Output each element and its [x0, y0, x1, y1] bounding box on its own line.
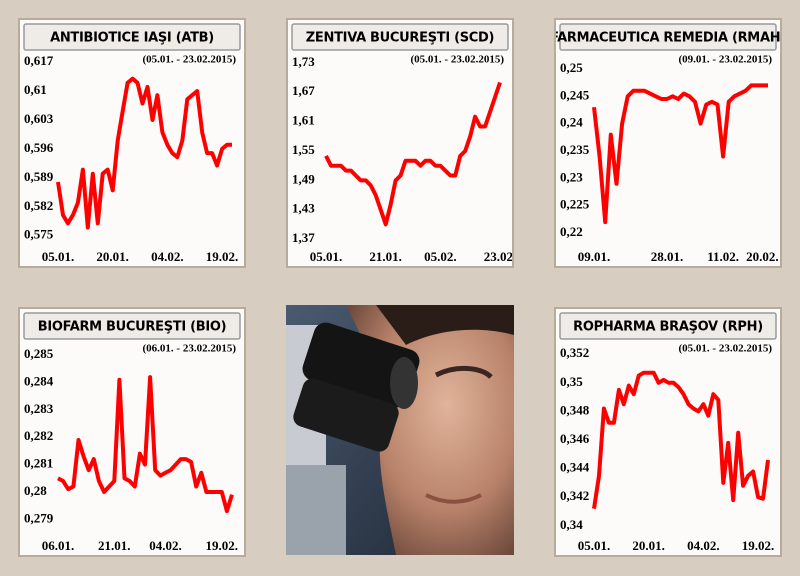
- y-tick-label: 1,37: [292, 230, 315, 245]
- chart: BIOFARM BUCUREŞTI (BIO) (06.01. - 23.02.2…: [23, 312, 241, 553]
- title-box: [291, 23, 509, 51]
- y-tick-label: 0,281: [24, 456, 53, 471]
- y-tick-label: 1,43: [292, 201, 315, 216]
- chart: ANTIBIOTICE IAŞI (ATB) (05.01. - 23.02.20…: [23, 23, 241, 264]
- chart: ROPHARMA BRAŞOV (RPH) (05.01. - 23.02.201…: [559, 312, 777, 553]
- y-tick-label: 0,603: [24, 111, 54, 126]
- y-tick-label: 0,283: [24, 401, 54, 416]
- x-tick-label: 05.01.: [310, 249, 343, 264]
- x-tick-label: 05.01.: [578, 538, 611, 553]
- chart-title: ROPHARMA BRAŞOV (RPH): [573, 320, 763, 335]
- y-tick-label: 0,582: [24, 198, 53, 213]
- eyebrow: [434, 366, 493, 379]
- x-tick-label: 23.02.: [484, 249, 512, 264]
- y-tick-label: 1,67: [292, 83, 315, 98]
- chart-subtitle: (06.01. - 23.02.2015): [143, 343, 237, 355]
- lens: [390, 357, 418, 409]
- chart-title: ANTIBIOTICE IAŞI (ATB): [50, 31, 214, 46]
- y-tick-label: 0,348: [560, 402, 590, 417]
- y-tick-label: 0,22: [560, 224, 583, 239]
- y-tick-label: 1,61: [292, 113, 315, 128]
- price-line: [57, 375, 234, 514]
- x-tick-label: 04.02.: [149, 538, 182, 553]
- title-box: [559, 312, 777, 340]
- chart-title: FARMACEUTICA REMEDIA (RMAH): [556, 31, 780, 46]
- x-tick-label: 19.02.: [742, 538, 775, 553]
- mouth: [425, 493, 482, 504]
- x-tick-label: 11.02.: [707, 249, 739, 264]
- chart-panel: ZENTIVA BUCUREŞTI (SCD) (05.01. - 23.02.2…: [286, 18, 514, 268]
- y-tick-label: 0,344: [560, 460, 590, 475]
- chart-title: BIOFARM BUCUREŞTI (BIO): [38, 320, 227, 335]
- photo: [286, 305, 514, 555]
- x-tick-label: 28.01.: [651, 249, 684, 264]
- x-tick-label: 19.02.: [206, 249, 239, 264]
- y-tick-label: 0,34: [560, 517, 583, 532]
- price-line: [56, 76, 232, 230]
- title-box: [23, 312, 241, 340]
- y-tick-label: 1,73: [292, 54, 315, 69]
- chart: FARMACEUTICA REMEDIA (RMAH) (09.01. - 23.…: [556, 23, 780, 264]
- chart-panel: ROPHARMA BRAŞOV (RPH) (05.01. - 23.02.201…: [554, 307, 782, 557]
- price-line: [592, 83, 768, 225]
- y-tick-label: 0,279: [24, 510, 54, 525]
- x-tick-label: 05.02.: [424, 249, 457, 264]
- y-tick-label: 0,24: [560, 115, 583, 130]
- title-box: [559, 23, 777, 51]
- y-tick-label: 0,28: [24, 483, 47, 498]
- price-line: [592, 370, 770, 510]
- price-line: [324, 81, 502, 227]
- x-tick-label: 06.01.: [42, 538, 75, 553]
- y-tick-label: 0,235: [560, 142, 590, 157]
- title-box: [23, 23, 241, 51]
- y-tick-label: 0,285: [24, 346, 54, 361]
- chart-panel: ANTIBIOTICE IAŞI (ATB) (05.01. - 23.02.20…: [18, 18, 246, 268]
- y-tick-label: 0,352: [560, 345, 589, 360]
- microscope-base: [286, 465, 346, 555]
- x-tick-label: 21.01.: [369, 249, 402, 264]
- chart: ZENTIVA BUCUREŞTI (SCD) (05.01. - 23.02.2…: [291, 23, 512, 264]
- y-tick-label: 0,35: [560, 374, 583, 389]
- chart-subtitle: (05.01. - 23.02.2015): [143, 54, 237, 66]
- x-tick-label: 20.01.: [96, 249, 129, 264]
- chart-subtitle: (09.01. - 23.02.2015): [679, 54, 773, 66]
- chart-subtitle: (05.01. - 23.02.2015): [679, 343, 773, 355]
- y-tick-label: 0,245: [560, 87, 590, 102]
- y-tick-label: 0,342: [560, 488, 589, 503]
- y-tick-label: 0,346: [560, 431, 590, 446]
- chart-subtitle: (05.01. - 23.02.2015): [411, 54, 505, 66]
- eyepiece: [293, 378, 399, 452]
- chart-panel: FARMACEUTICA REMEDIA (RMAH) (09.01. - 23.…: [554, 18, 782, 268]
- x-tick-label: 20.02.: [746, 249, 779, 264]
- hair: [376, 305, 514, 345]
- y-tick-label: 0,23: [560, 169, 583, 184]
- y-tick-label: 0,225: [560, 197, 590, 212]
- x-tick-label: 04.02.: [151, 249, 184, 264]
- y-tick-label: 0,575: [24, 227, 54, 242]
- chart-title: ZENTIVA BUCUREŞTI (SCD): [306, 31, 494, 46]
- x-tick-label: 05.01.: [42, 249, 75, 264]
- x-tick-label: 09.01.: [578, 249, 611, 264]
- y-tick-label: 0,284: [24, 374, 54, 389]
- y-tick-label: 0,61: [24, 82, 47, 97]
- y-tick-label: 0,282: [24, 428, 53, 443]
- x-tick-label: 04.02.: [687, 538, 720, 553]
- x-tick-label: 19.02.: [206, 538, 239, 553]
- y-tick-label: 0,25: [560, 60, 583, 75]
- x-tick-label: 20.01.: [632, 538, 665, 553]
- chart-panel: BIOFARM BUCUREŞTI (BIO) (06.01. - 23.02.2…: [18, 307, 246, 557]
- y-tick-label: 0,589: [24, 169, 54, 184]
- y-tick-label: 1,55: [292, 142, 315, 157]
- y-tick-label: 1,49: [292, 171, 315, 186]
- y-tick-label: 0,617: [24, 53, 54, 68]
- x-tick-label: 21.01.: [98, 538, 131, 553]
- y-tick-label: 0,596: [24, 140, 54, 155]
